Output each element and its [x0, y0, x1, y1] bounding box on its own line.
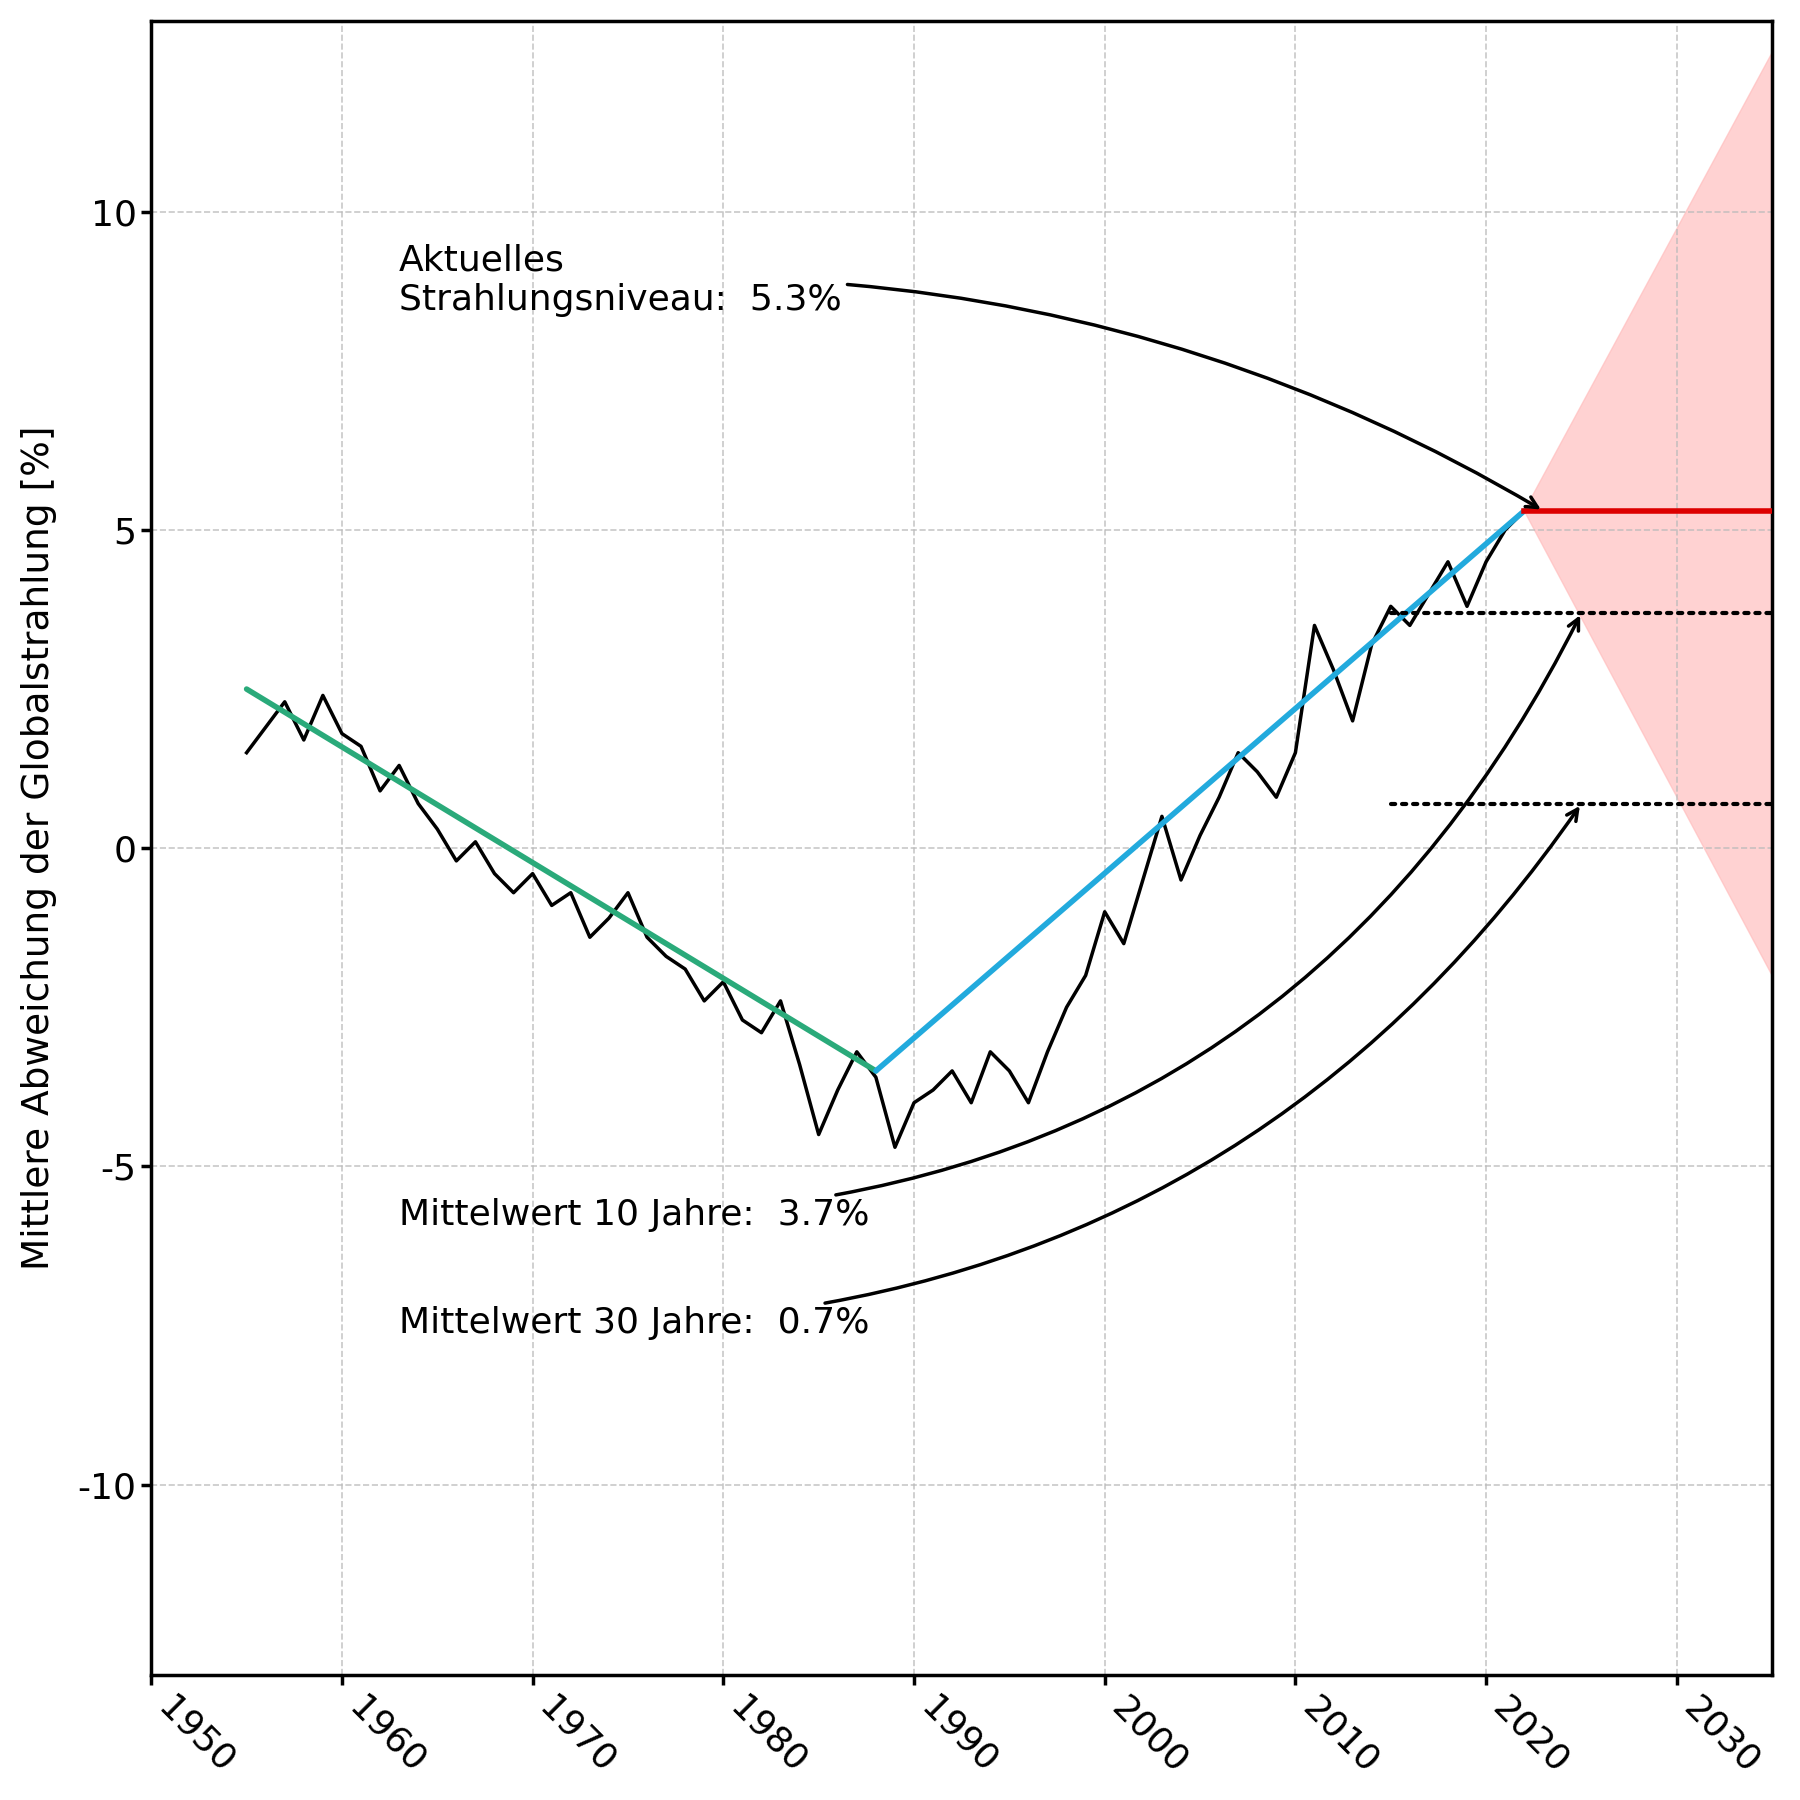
Y-axis label: Mittlere Abweichung der Globalstrahlung [%]: Mittlere Abweichung der Globalstrahlung … — [22, 427, 58, 1271]
Text: Mittelwert 10 Jahre:  3.7%: Mittelwert 10 Jahre: 3.7% — [400, 619, 1579, 1233]
Polygon shape — [1525, 52, 1773, 976]
Text: Aktuelles
Strahlungsniveau:  5.3%: Aktuelles Strahlungsniveau: 5.3% — [400, 243, 1537, 508]
Text: Mittelwert 30 Jahre:  0.7%: Mittelwert 30 Jahre: 0.7% — [400, 808, 1577, 1341]
